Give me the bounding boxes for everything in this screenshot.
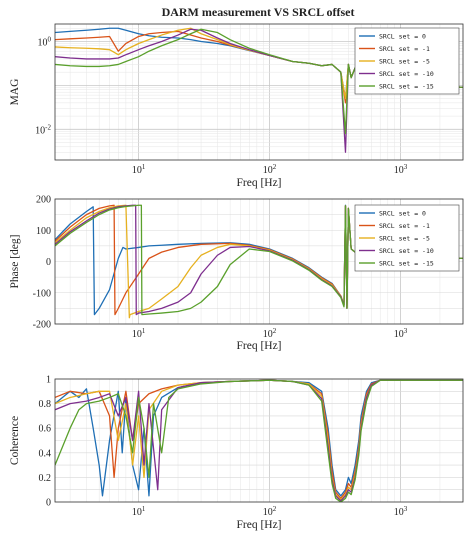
x-tick-label: 101 xyxy=(132,505,146,518)
y-tick-label: -100 xyxy=(33,288,51,299)
series-group xyxy=(55,204,463,319)
x-tick-label: 103 xyxy=(394,163,408,176)
x-tick-label: 101 xyxy=(132,327,146,340)
y-tick-label: 100 xyxy=(36,226,51,237)
legend-label: SRCL set = 0 xyxy=(379,32,426,40)
y-axis-label: MAG xyxy=(9,79,21,106)
x-tick-label: 102 xyxy=(263,163,277,176)
x-tick-label: 101 xyxy=(132,163,146,176)
x-axis-label: Freq [Hz] xyxy=(236,177,281,189)
axes-frame xyxy=(54,23,464,161)
x-axis-label: Freq [Hz] xyxy=(236,340,281,352)
y-tick-label: 10-2 xyxy=(35,123,51,136)
axes-frame xyxy=(54,198,464,325)
y-tick-label: 200 xyxy=(36,195,51,206)
series-line-4 xyxy=(55,379,463,502)
y-tick-label: 0.2 xyxy=(39,473,52,484)
panel-coherence: 101 102 103 1 0.8 0.6 0.4 0.2 0 Freq [Hz] Coherenc… xyxy=(9,375,464,531)
y-axis-label: Coherence xyxy=(9,416,21,465)
legend-label: SRCL set = -10 xyxy=(379,247,434,255)
series-group xyxy=(55,379,463,502)
y-tick-label: 0.6 xyxy=(39,424,52,435)
y-tick-label: 0 xyxy=(46,257,51,268)
x-tick-label: 103 xyxy=(394,505,408,518)
legend-label: SRCL set = -10 xyxy=(379,70,434,78)
x-tick-label: 102 xyxy=(263,505,277,518)
y-tick-label: 100 xyxy=(38,35,52,48)
legend-label: SRCL set = 0 xyxy=(379,209,426,217)
legend-label: SRCL set = -15 xyxy=(379,82,434,90)
legend-label: SRCL set = -1 xyxy=(379,45,430,53)
legend-label: SRCL set = -15 xyxy=(379,259,434,267)
legend-label: SRCL set = -5 xyxy=(379,57,430,65)
y-tick-label: 0 xyxy=(46,498,51,509)
legend: SRCL set = 0 SRCL set = -1 SRCL set = -5 SR… xyxy=(354,204,460,272)
panel-phase: 101 102 103 200 100 0 -100 -200 Freq [Hz] Phase [… xyxy=(9,195,464,352)
y-tick-label: 0.4 xyxy=(39,448,52,459)
y-axis-label: Phase [deg] xyxy=(9,235,21,289)
legend-label: SRCL set = -5 xyxy=(379,234,430,242)
x-tick-label: 102 xyxy=(263,327,277,340)
x-tick-label: 103 xyxy=(394,327,408,340)
y-tick-label: -200 xyxy=(33,320,51,331)
panel-magnitude: 101 102 103 100 10-2 Freq [Hz] MAG SRCL set = 0… xyxy=(9,23,464,189)
y-tick-label: 1 xyxy=(46,375,51,386)
legend: SRCL set = 0 SRCL set = -1 SRCL set = -5 SR… xyxy=(354,27,460,95)
axes-frame xyxy=(54,378,464,503)
chart-title: DARM measurement VS SRCL offset xyxy=(162,5,355,19)
x-axis-label: Freq [Hz] xyxy=(236,519,281,531)
series-line-4 xyxy=(55,204,463,316)
legend-label: SRCL set = -1 xyxy=(379,222,430,230)
y-tick-label: 0.8 xyxy=(39,399,52,410)
